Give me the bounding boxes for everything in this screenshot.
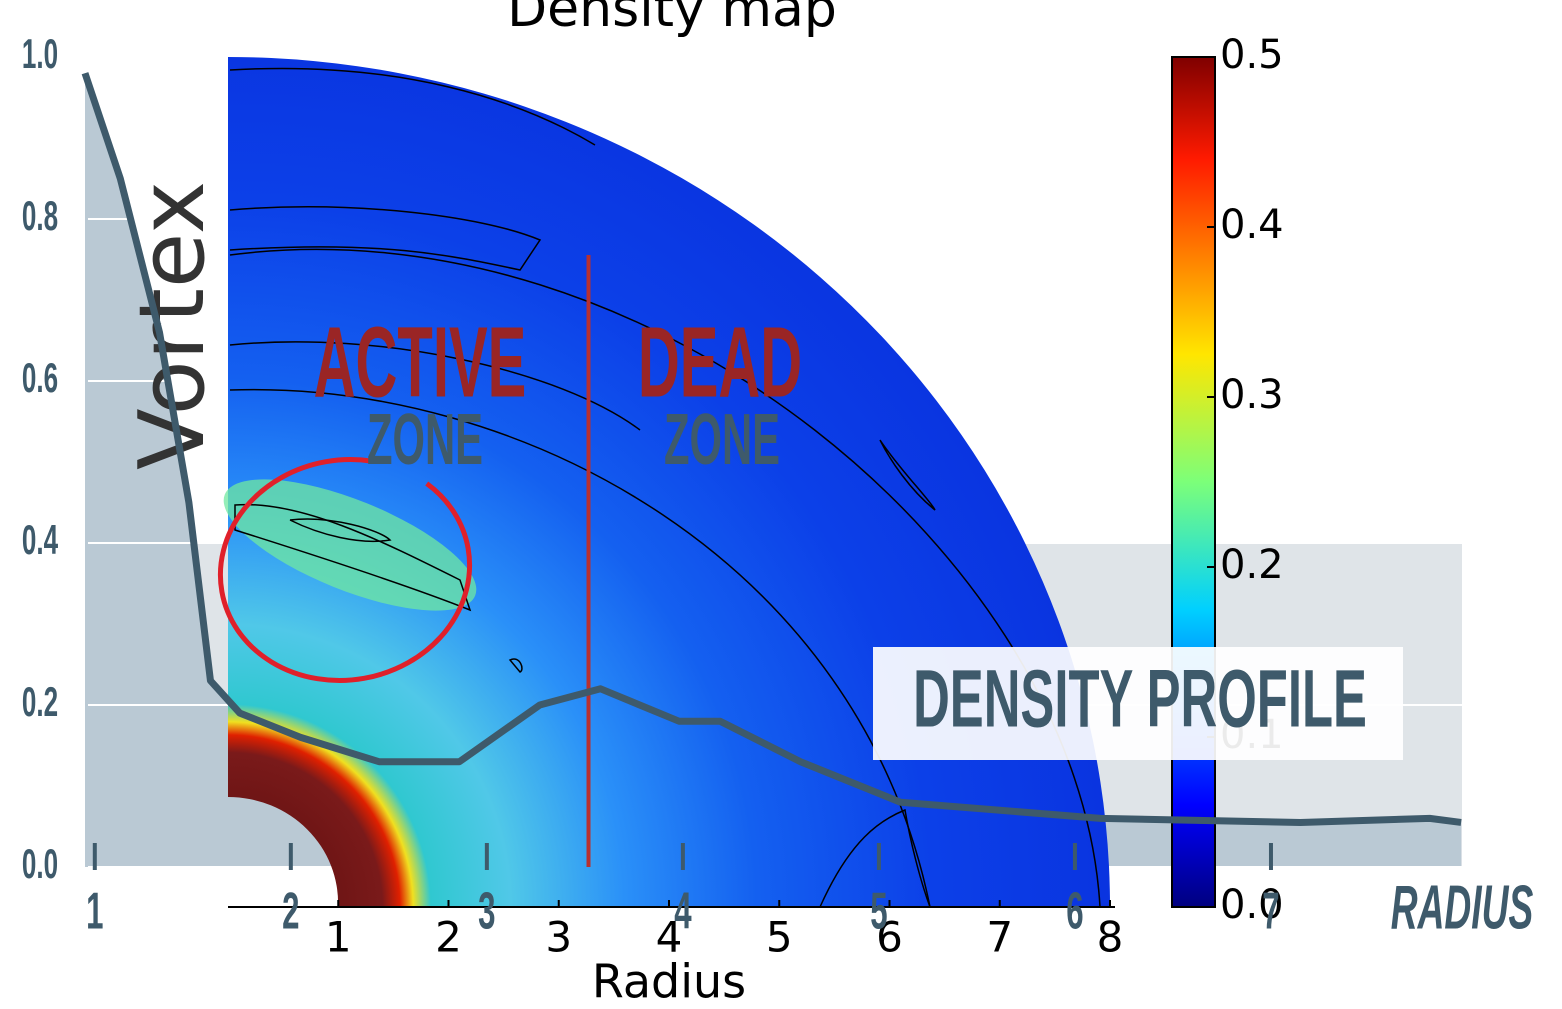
map-x-label: Radius [592,955,746,1009]
x-tick-label: 7 [1262,883,1279,941]
map-x-tick-label: 1 [325,913,352,962]
zone-label: ZONE [367,400,483,480]
density-map [228,57,1110,907]
y-tick-label: 0.6 [22,355,58,402]
map-title: Density map [507,0,837,39]
y-tick-label: 0.0 [22,841,58,888]
profile-title: DENSITY PROFILE [913,653,1367,744]
colorbar-tick-label: 0.2 [1220,542,1284,588]
map-x-tick-label: 7 [986,913,1013,962]
y-tick-label: 0.2 [22,679,58,726]
y-tick-label: 0.8 [22,193,58,240]
zone-label: ZONE [664,400,780,480]
x-tick-label: 5 [870,883,887,941]
x-tick-label: 3 [478,883,495,941]
y-tick-label: 0.4 [22,517,59,564]
figure: 0.00.20.40.60.81.012345678RadiusDensity … [0,0,1562,1009]
map-x-tick-label: 8 [1097,913,1124,962]
colorbar-tick-label: 0.3 [1220,372,1284,418]
y-tick-label: 1.0 [22,31,58,78]
x-tick-label: 4 [674,883,691,941]
map-x-tick-label: 5 [766,913,793,962]
map-x-tick-label: 3 [545,913,572,962]
colorbar-tick-label: 0.5 [1220,32,1284,78]
colorbar-tick-label: 0.4 [1220,202,1284,248]
x-axis-label: RADIUS [1391,873,1534,942]
x-tick-label: 1 [86,883,103,941]
map-x-tick-label: 2 [435,913,462,962]
x-tick-label: 2 [282,883,299,941]
colorbar [1172,57,1215,907]
x-tick-label: 6 [1066,883,1083,941]
